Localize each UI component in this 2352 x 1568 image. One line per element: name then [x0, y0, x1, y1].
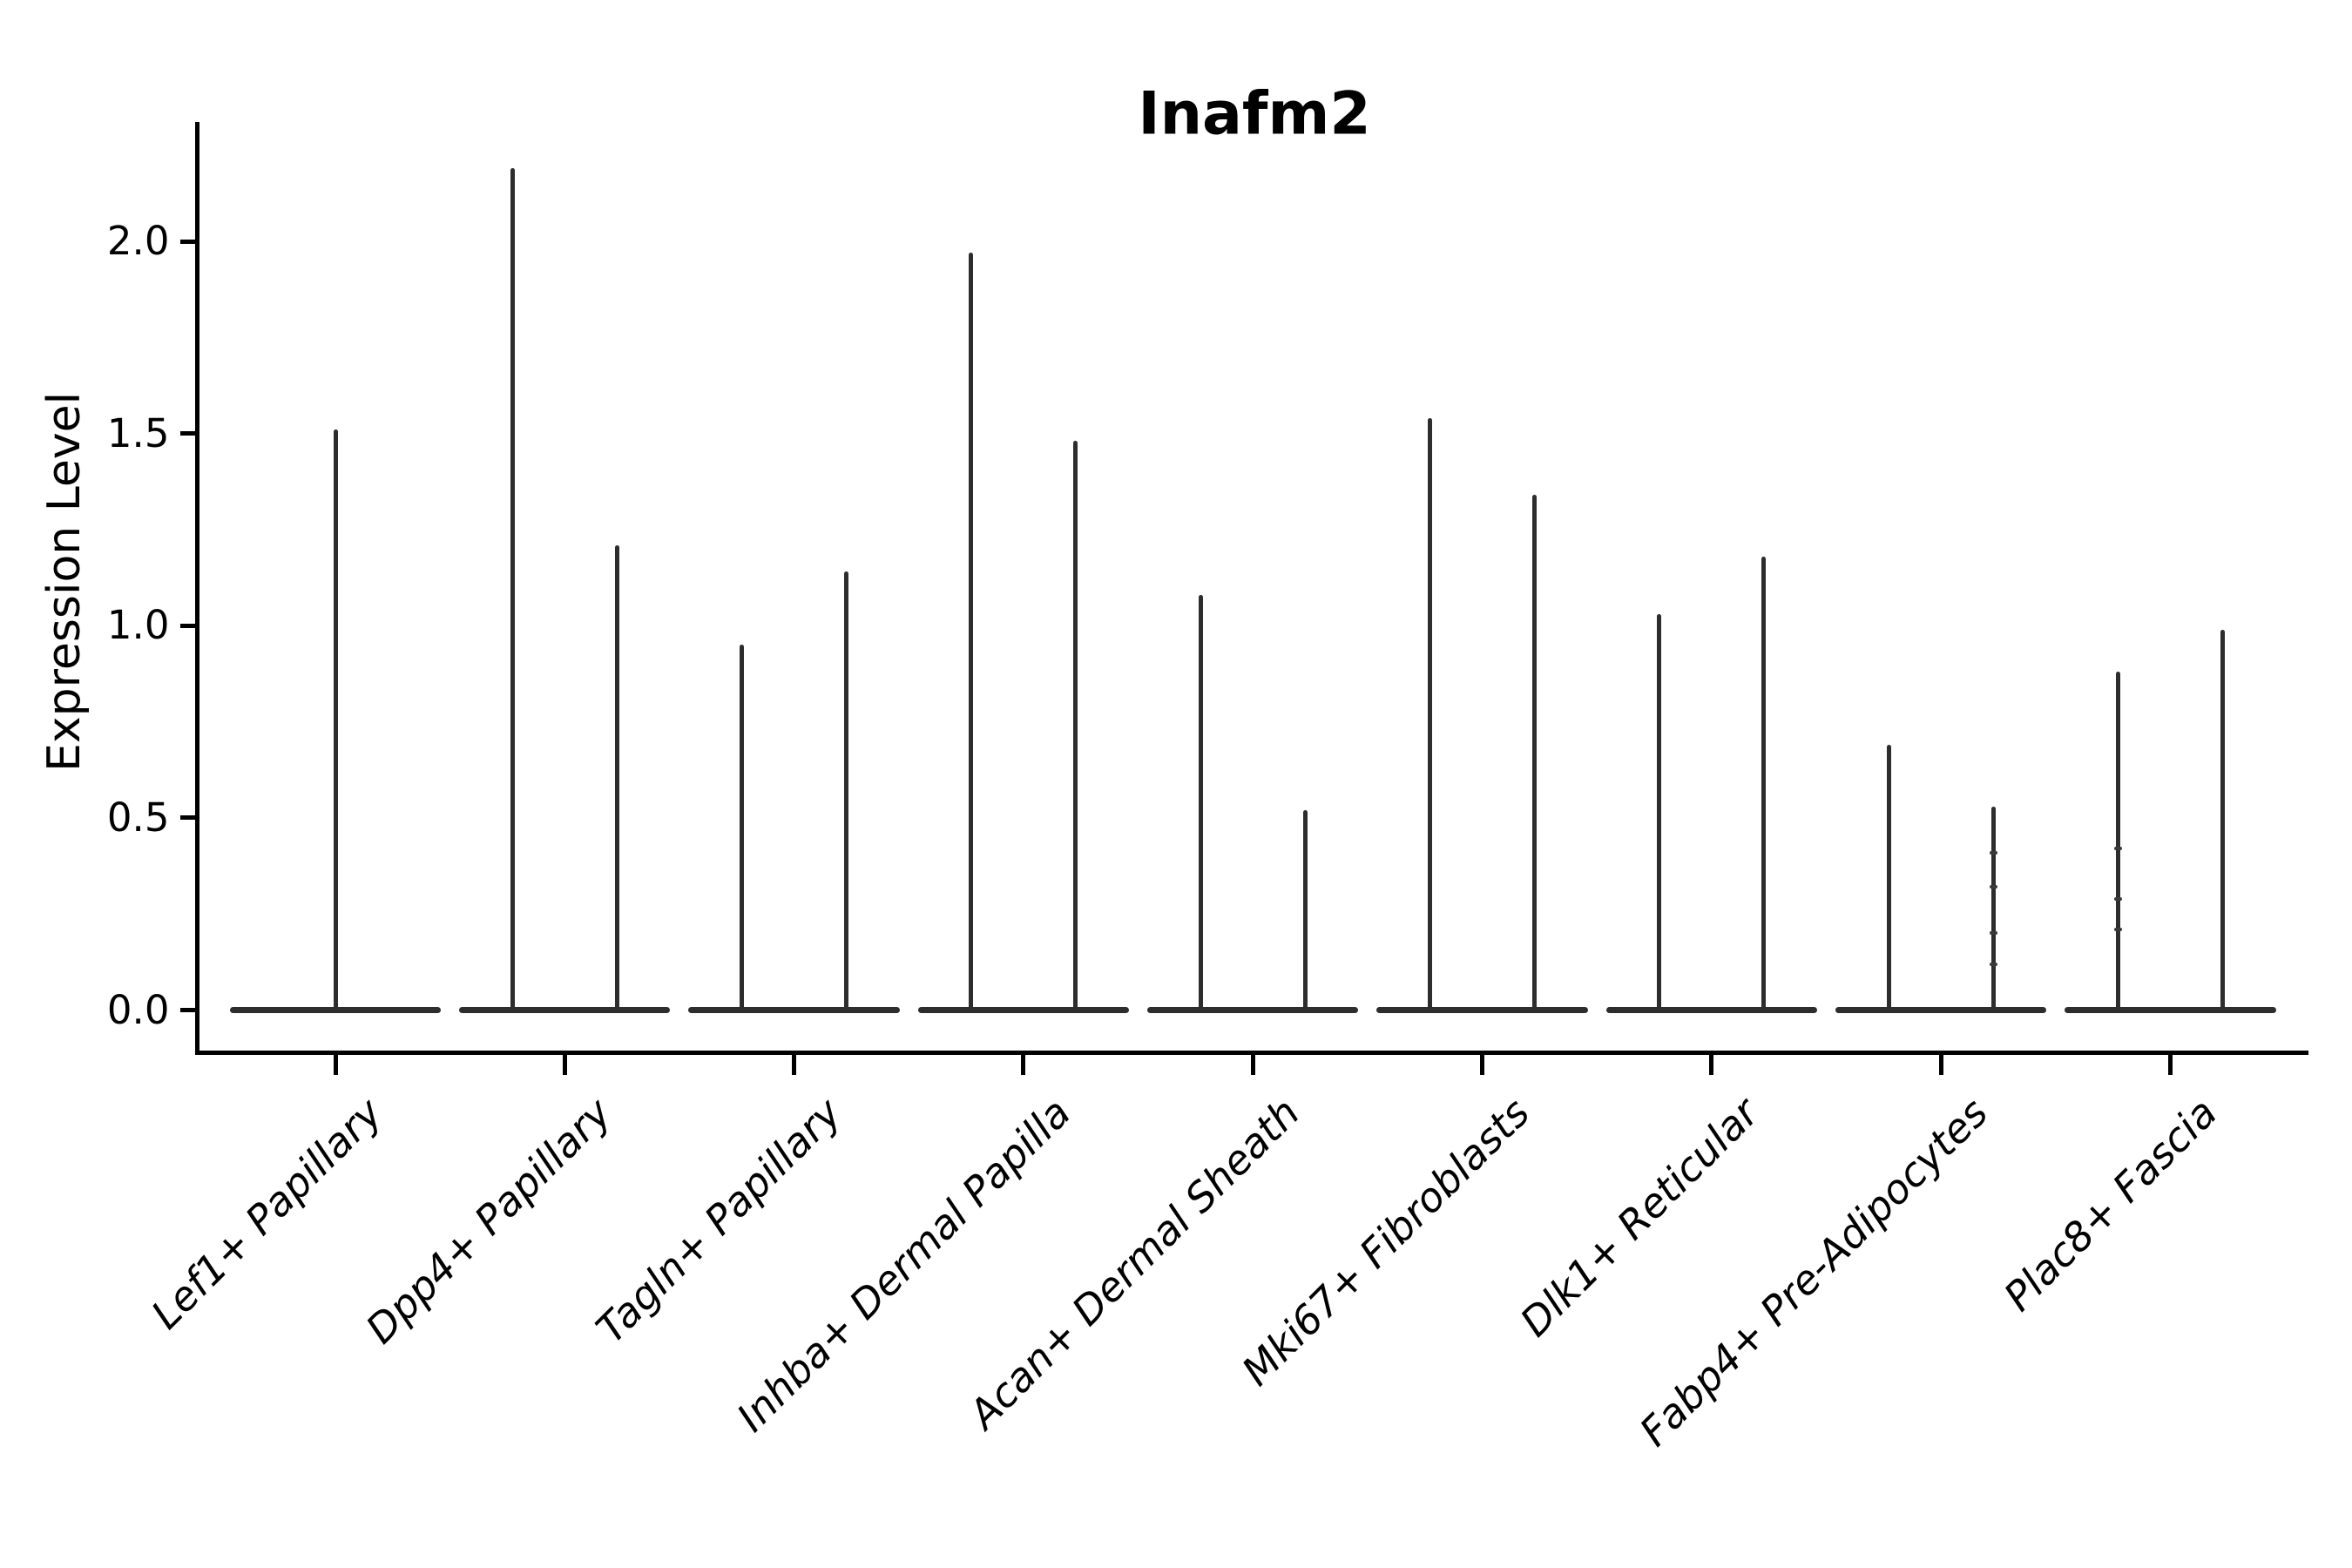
x-tick-label-3: Tagln+ Papillary	[586, 1089, 850, 1353]
y-tick	[179, 431, 195, 436]
violin-base	[2065, 1007, 2276, 1013]
x-tick	[1480, 1055, 1484, 1075]
y-tick-label: 2.0	[106, 218, 170, 264]
violin-base	[229, 1007, 442, 1013]
y-axis-spine	[195, 122, 199, 1055]
y-tick-label: 0.5	[106, 794, 170, 841]
violin-spike	[740, 645, 745, 1010]
x-tick	[1938, 1055, 1943, 1075]
violin-base	[688, 1007, 900, 1013]
violin-spike	[1532, 495, 1538, 1010]
y-tick	[179, 623, 195, 628]
x-tick	[1021, 1055, 1026, 1075]
x-tick	[2167, 1055, 2173, 1075]
x-tick	[333, 1055, 338, 1075]
chart-title: Inafm2	[1138, 79, 1371, 149]
jitter-dot	[1989, 962, 1997, 966]
x-tick	[1709, 1055, 1714, 1075]
x-tick-label-2: Dpp4+ Papillary	[356, 1089, 621, 1353]
violin-spike	[1761, 556, 1767, 1010]
violin-spike	[1427, 417, 1432, 1010]
violin-base	[1605, 1007, 1817, 1013]
violin-spike	[1302, 810, 1308, 1010]
y-tick	[179, 815, 195, 821]
x-tick-label-9: Plac8+ Fascia	[1995, 1089, 2227, 1321]
x-tick	[792, 1055, 797, 1075]
y-tick	[179, 239, 195, 244]
violin-spike	[510, 168, 515, 1010]
x-tick-label-7: Dlk1+ Reticular	[1511, 1089, 1767, 1346]
violin-spike	[2220, 629, 2225, 1010]
violin-spike	[333, 429, 338, 1010]
violin-spike	[844, 571, 849, 1010]
x-tick	[1250, 1055, 1255, 1075]
y-tick-label: 1.5	[106, 409, 170, 456]
jitter-dot	[2113, 896, 2122, 901]
violin-spike	[1198, 594, 1203, 1010]
violin-spike	[614, 544, 619, 1010]
x-axis-spine	[195, 1051, 2308, 1055]
jitter-dot	[1989, 850, 1997, 855]
x-tick	[562, 1055, 567, 1075]
violin-spike	[1073, 441, 1078, 1010]
jitter-dot	[2113, 847, 2122, 851]
violin-base	[1147, 1007, 1359, 1013]
jitter-dot	[1989, 885, 1997, 889]
y-tick	[179, 1008, 195, 1012]
violin-spike	[969, 253, 974, 1010]
jitter-dot	[2113, 927, 2122, 931]
violin-base	[1376, 1007, 1588, 1013]
violin-base	[1835, 1007, 2047, 1013]
violin-base	[459, 1007, 671, 1013]
jitter-dot	[1989, 931, 1997, 936]
y-tick-label: 1.0	[106, 602, 170, 649]
x-tick-label-1: Lef1+ Papillary	[142, 1089, 392, 1338]
violin-spike	[1990, 806, 1996, 1010]
violin-base	[917, 1007, 1130, 1013]
violin-spike	[1886, 745, 1891, 1010]
violin-spike	[2115, 672, 2120, 1010]
violin-spike	[1657, 614, 1662, 1010]
y-tick-label: 0.0	[106, 986, 170, 1033]
